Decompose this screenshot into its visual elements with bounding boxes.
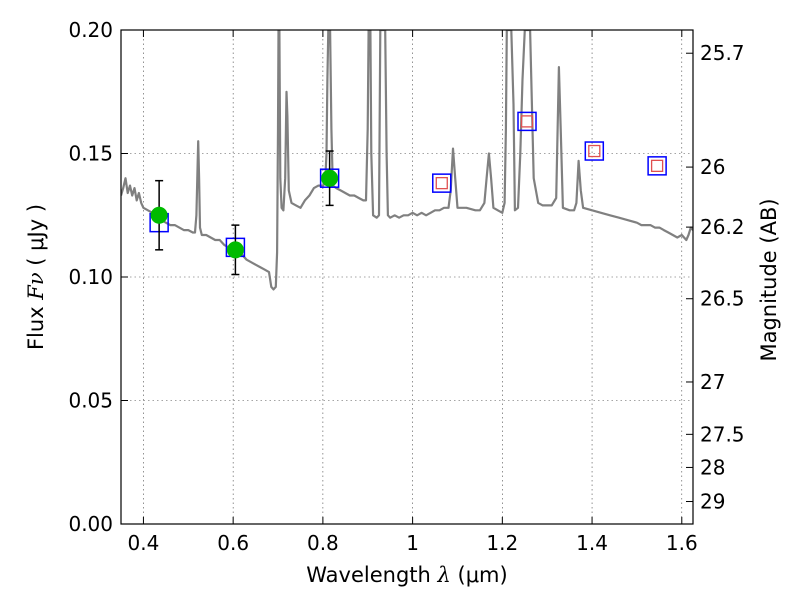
y-tick-label: 0.15 — [68, 142, 113, 166]
x-tick-label: 0.8 — [307, 531, 339, 555]
y2-tick-label: 26.2 — [700, 215, 745, 239]
y2-tick-label: 28 — [700, 455, 725, 479]
y-tick-label: 0.20 — [68, 18, 113, 42]
y-tick-label: 0.05 — [68, 389, 113, 413]
y2-tick-label: 25.7 — [700, 41, 745, 65]
x-tick-label: 0.4 — [128, 531, 160, 555]
x-tick-label: 1.4 — [576, 531, 608, 555]
y2-axis-ticks: 25.7 26 26.2 26.5 27 27.5 28 29 — [686, 41, 745, 514]
y-axis-title-prefix: Flux — [24, 300, 48, 350]
x-tick-label: 0.6 — [217, 531, 249, 555]
markers-group — [149, 111, 667, 276]
measured-point — [226, 241, 244, 259]
predicted-marker — [650, 159, 664, 173]
y-axis-title: Flux Fν ( μJy ) — [24, 204, 48, 350]
x-tick-label: 1 — [406, 531, 419, 555]
measured-point — [321, 169, 339, 187]
y-tick-label: 0.00 — [68, 512, 113, 536]
plot-data-group — [121, 30, 693, 291]
x-axis-title-suffix: (μm) — [451, 563, 508, 587]
x-axis-title-symbol: λ — [437, 563, 451, 587]
y2-tick-label: 27 — [700, 370, 725, 394]
y-axis-title-symbol: Fν — [24, 272, 48, 301]
spectrum-line — [121, 30, 693, 291]
x-axis-title: Wavelength λ (μm) — [306, 563, 507, 587]
y2-tick-label: 27.5 — [700, 422, 745, 446]
x-tick-label: 1.2 — [486, 531, 518, 555]
y2-tick-label: 29 — [700, 490, 725, 514]
y-tick-label: 0.10 — [68, 265, 113, 289]
y2-tick-label: 26.5 — [700, 287, 745, 311]
y-axis-title-suffix: ( μJy ) — [24, 204, 48, 272]
y2-axis-title: Magnitude (AB) — [757, 198, 781, 361]
model-box-marker — [584, 141, 605, 161]
predicted-marker — [588, 144, 601, 158]
y-axis-ticks: 0.00 0.05 0.10 0.15 0.20 — [68, 18, 128, 536]
model-box-marker — [432, 173, 452, 193]
x-axis-title-prefix: Wavelength — [306, 563, 437, 587]
model-box-marker — [517, 111, 537, 132]
predicted-marker — [435, 176, 448, 190]
x-tick-label: 1.6 — [666, 531, 698, 555]
y2-tick-label: 26 — [700, 155, 725, 179]
x-axis-ticks: 0.4 0.6 0.8 1 1.2 1.4 1.6 — [128, 30, 698, 555]
predicted-marker — [520, 115, 534, 128]
measured-point — [150, 206, 168, 224]
model-box-marker — [647, 156, 667, 176]
